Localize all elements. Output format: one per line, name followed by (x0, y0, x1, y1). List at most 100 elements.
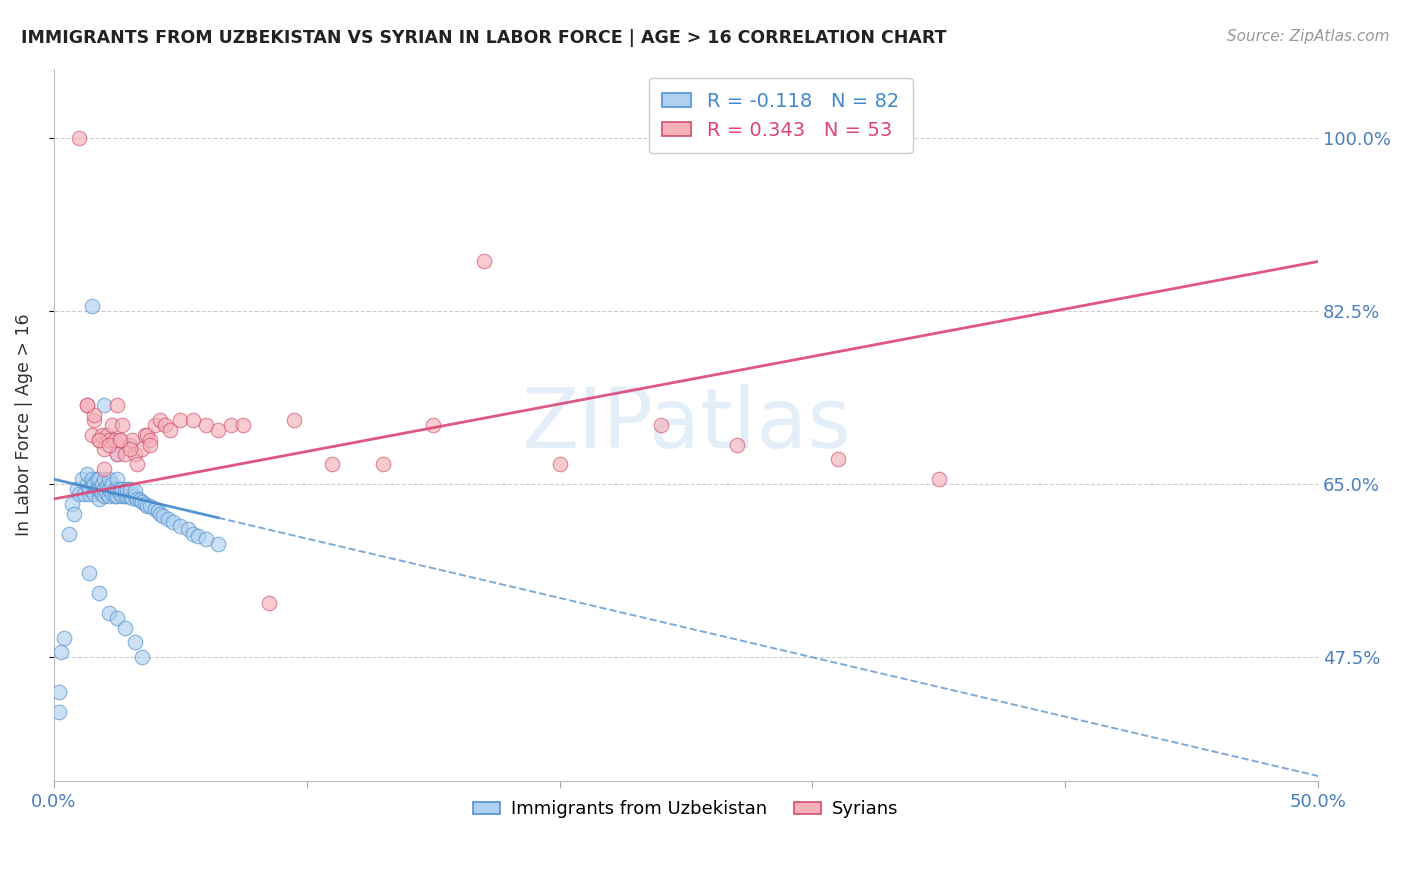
Point (70, 472, 93, 486)
Point (93, 442, 115, 457)
Point (124, 635, 146, 649)
Point (98, 472, 121, 486)
Point (90, 427, 112, 442)
Point (96, 479, 118, 493)
Point (207, 423, 229, 437)
Point (96, 427, 118, 442)
Point (105, 489, 128, 503)
Legend: Immigrants from Uzbekistan, Syrians: Immigrants from Uzbekistan, Syrians (465, 793, 905, 825)
Point (52, 631, 75, 645)
Point (114, 621, 136, 635)
Point (86, 472, 108, 486)
Point (105, 447, 128, 461)
Point (321, 458, 343, 472)
Point (89, 472, 111, 486)
Point (80, 477, 103, 491)
Point (83, 413, 105, 427)
Point (136, 499, 159, 513)
Point (127, 491, 149, 506)
Point (98, 606, 121, 620)
Point (65, 482, 87, 496)
Point (80, 472, 103, 486)
Point (115, 482, 138, 496)
Point (48, 705, 70, 719)
Point (111, 489, 134, 503)
Point (89, 586, 111, 600)
Point (152, 508, 174, 523)
Point (105, 472, 128, 486)
Point (60, 497, 83, 511)
Point (105, 447, 128, 461)
Point (114, 447, 136, 461)
Point (93, 472, 115, 486)
Point (98, 437, 121, 451)
Point (90, 477, 112, 491)
Point (118, 437, 141, 451)
Point (58, 526, 80, 541)
Point (114, 489, 136, 503)
Point (86, 482, 108, 496)
Point (118, 482, 141, 496)
Point (105, 398, 128, 412)
Point (153, 417, 176, 432)
Point (725, 437, 748, 451)
Point (121, 491, 143, 505)
Point (143, 417, 166, 432)
Point (48, 685, 70, 699)
Point (67, 130, 90, 145)
Text: IMMIGRANTS FROM UZBEKISTAN VS SYRIAN IN LABOR FORCE | AGE > 16 CORRELATION CHART: IMMIGRANTS FROM UZBEKISTAN VS SYRIAN IN … (21, 29, 946, 46)
Point (194, 532, 217, 546)
Point (98, 482, 121, 496)
Point (928, 472, 950, 486)
Point (118, 442, 141, 457)
Point (257, 596, 280, 610)
Point (187, 528, 209, 542)
Point (101, 477, 124, 491)
Point (156, 512, 179, 526)
Point (139, 437, 162, 451)
Point (134, 497, 156, 511)
Point (83, 408, 105, 422)
Point (139, 433, 162, 447)
Point (76, 398, 98, 412)
Point (194, 417, 217, 432)
Point (139, 499, 162, 513)
Point (90, 487, 112, 501)
Point (149, 413, 172, 427)
Point (103, 482, 125, 496)
Point (89, 491, 111, 506)
Point (159, 423, 181, 437)
Point (89, 433, 111, 447)
Text: ZIPatlas: ZIPatlas (522, 384, 851, 466)
Point (131, 495, 153, 509)
Point (103, 433, 125, 447)
Point (146, 504, 169, 518)
Point (77, 566, 100, 581)
Point (650, 417, 672, 432)
Point (131, 650, 153, 665)
Point (89, 482, 111, 496)
Point (232, 417, 254, 432)
Point (136, 427, 159, 442)
Point (101, 417, 124, 432)
Point (127, 458, 149, 472)
Point (118, 489, 141, 503)
Point (827, 452, 849, 467)
Point (96, 487, 118, 501)
Point (98, 489, 121, 503)
Point (77, 482, 100, 496)
Point (115, 489, 138, 503)
Point (80, 427, 103, 442)
Point (67, 487, 90, 501)
Point (219, 417, 242, 432)
Point (80, 299, 103, 313)
Point (177, 522, 200, 536)
Point (105, 611, 128, 625)
Point (98, 433, 121, 447)
Point (76, 467, 98, 482)
Point (77, 487, 100, 501)
Point (149, 507, 172, 521)
Text: Source: ZipAtlas.com: Source: ZipAtlas.com (1226, 29, 1389, 44)
Point (93, 489, 115, 503)
Point (63, 507, 86, 521)
